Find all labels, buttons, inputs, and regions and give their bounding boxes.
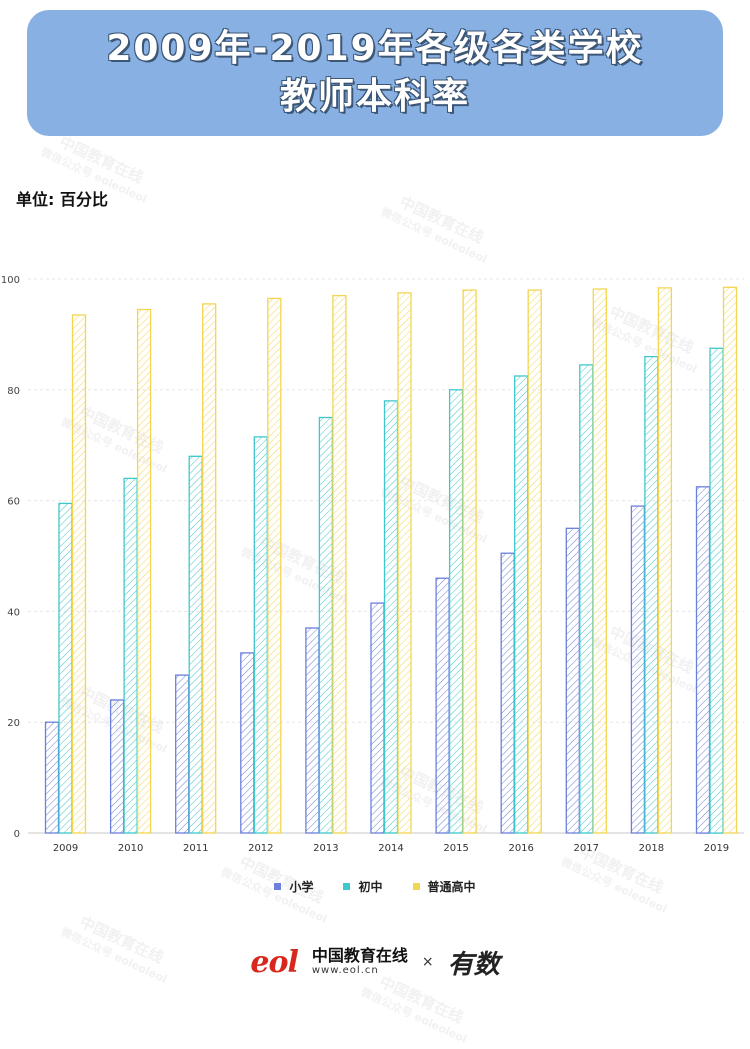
legend-swatch-primary — [274, 883, 282, 890]
bar-2018-2 — [657, 287, 673, 834]
bar-2011-2 — [202, 303, 217, 834]
legend-item-senior: 普通高中 — [412, 878, 476, 895]
legend-item-junior: 初中 — [343, 878, 383, 895]
x-tick-label: 2013 — [313, 843, 338, 854]
bar-2019-2 — [722, 286, 738, 834]
bar-2014-0 — [370, 602, 385, 834]
x-tick-label: 2012 — [248, 843, 273, 854]
bar-2014-1 — [383, 400, 399, 834]
bar-2015-1 — [448, 389, 464, 834]
times-symbol: × — [421, 954, 434, 970]
eol-logo: eol — [250, 944, 298, 980]
bar-2019-1 — [709, 347, 724, 834]
bar-2018-0 — [630, 505, 646, 834]
bar-2017-0 — [565, 527, 580, 834]
brand-block: 中国教育在线 www.eol.cn — [311, 946, 408, 977]
y-tick-label: 80 — [7, 386, 20, 397]
brand-name: 中国教育在线 — [311, 946, 408, 966]
bars — [44, 286, 738, 834]
axis-labels: 0 20 40 60 80 100 2009 2010 2011 2012 2013 2014 2015… — [1, 275, 729, 854]
watermark-text: 中国教育在线微信公众号 eoleoleol — [379, 192, 489, 266]
unit-label: 单位: 百分比 — [16, 190, 108, 209]
bar-2009-0 — [44, 721, 60, 834]
bar-2015-2 — [462, 289, 477, 834]
x-tick-label: 2018 — [639, 843, 664, 854]
bar-2019-0 — [695, 486, 711, 834]
y-tick-label: 0 — [14, 829, 20, 840]
x-tick-label: 2017 — [574, 843, 599, 854]
y-tick-label: 100 — [1, 275, 20, 286]
legend-label-senior: 普通高中 — [427, 880, 476, 894]
x-tick-label: 2010 — [118, 843, 143, 854]
bar-2016-1 — [514, 375, 529, 834]
bar-2013-1 — [318, 416, 334, 834]
y-tick-label: 60 — [7, 497, 20, 508]
x-tick-label: 2019 — [704, 843, 729, 854]
bar-2011-1 — [188, 455, 203, 834]
bar-2010-1 — [123, 477, 138, 834]
legend: 小学 初中 普通高中 — [0, 878, 750, 895]
partner-logo: 有数 — [447, 949, 500, 980]
bar-2009-1 — [58, 502, 73, 834]
bar-2011-0 — [175, 674, 190, 834]
y-tick-label: 40 — [7, 607, 20, 618]
y-tick-label: 20 — [7, 718, 20, 729]
legend-label-primary: 小学 — [289, 880, 314, 894]
footer: eol 中国教育在线 www.eol.cn × 有数 — [0, 942, 750, 982]
legend-swatch-senior — [412, 883, 420, 890]
x-tick-label: 2015 — [443, 843, 468, 854]
title-line-1: 2009年-2019年各级各类学校 — [106, 28, 644, 69]
bar-2014-2 — [397, 292, 412, 834]
bar-2017-1 — [579, 364, 594, 834]
legend-label-junior: 初中 — [358, 880, 383, 894]
x-tick-label: 2011 — [183, 843, 208, 854]
bar-2016-0 — [500, 552, 515, 834]
brand-url: www.eol.cn — [311, 965, 379, 977]
title-banner: 2009年-2019年各级各类学校 教师本科率 — [27, 10, 723, 136]
bar-2015-0 — [435, 577, 450, 834]
bar-2016-2 — [527, 289, 542, 834]
bar-2010-2 — [136, 308, 152, 834]
bar-2013-0 — [305, 627, 320, 834]
bar-2018-1 — [644, 355, 659, 834]
bar-2017-2 — [592, 288, 607, 834]
x-tick-label: 2009 — [53, 843, 78, 854]
bar-2010-0 — [109, 699, 125, 834]
bar-2013-2 — [332, 294, 347, 834]
legend-swatch-junior — [343, 883, 351, 890]
x-tick-label: 2014 — [378, 843, 403, 854]
title-line-2: 教师本科率 — [279, 76, 470, 117]
bar-2012-1 — [253, 436, 268, 834]
bar-2012-0 — [240, 652, 255, 834]
bar-2009-2 — [71, 314, 87, 834]
bar-chart: 0 20 40 60 80 100 2009 2010 2011 2012 2013 2014 2015… — [1, 275, 744, 854]
legend-item-primary: 小学 — [274, 878, 313, 895]
bar-2012-2 — [267, 297, 282, 834]
x-tick-label: 2016 — [508, 843, 533, 854]
